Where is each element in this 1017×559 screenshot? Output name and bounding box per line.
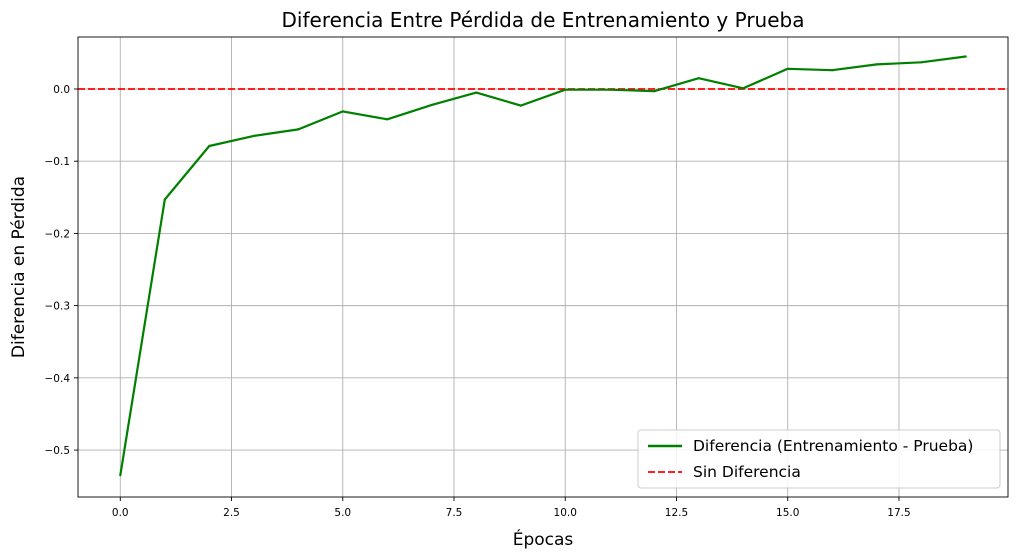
data-point [697,77,700,80]
y-tick-label: 0.0 [53,84,70,96]
data-point [653,90,656,93]
data-point [875,63,878,66]
x-axis-title: Épocas [513,528,574,550]
data-point [430,103,433,106]
data-series [119,55,967,477]
y-tick-label: −0.1 [45,156,71,168]
series-line [119,55,966,476]
x-tick-label: 17.5 [887,507,910,519]
y-axis-title: Diferencia en Pérdida [9,176,29,358]
data-point [386,118,389,121]
data-point [341,110,344,113]
data-point [519,104,522,107]
grid-lines [78,37,1008,497]
axis-ticks: 0.0 2.5 5.0 7.5 10.0 12.5 15.0 17.5 0.0 −0.1 −0.2 −… [45,84,911,519]
x-tick-label: 5.0 [334,507,351,519]
x-tick-label: 2.5 [223,507,240,519]
data-point [252,134,255,137]
x-tick-label: 7.5 [446,507,463,519]
data-point [742,87,745,90]
x-tick-label: 10.0 [554,507,577,519]
y-tick-label: −0.2 [45,228,71,240]
data-point [564,88,567,91]
data-point [208,144,211,148]
data-point [831,69,834,72]
legend: Diferencia (Entrenamiento - Prueba) Sin D… [637,429,1001,489]
legend-box [637,429,1001,489]
legend-label-reference: Sin Diferencia [693,463,801,481]
legend-label-series: Diferencia (Entrenamiento - Prueba) [693,437,973,455]
data-point [163,198,166,201]
data-point [786,67,789,70]
data-point [920,61,923,64]
x-tick-label: 12.5 [665,507,688,519]
data-point [964,55,967,58]
y-tick-label: −0.5 [45,445,71,457]
data-point [297,128,300,131]
y-tick-label: −0.4 [45,373,71,385]
x-tick-label: 15.0 [776,507,799,519]
plot-area-frame [77,36,1009,498]
data-point [119,474,122,477]
data-point [475,91,478,94]
x-tick-label: 0.0 [112,507,129,519]
data-point [608,88,611,91]
chart-title: Diferencia Entre Pérdida de Entrenamient… [282,8,805,32]
y-tick-label: −0.3 [45,301,71,313]
